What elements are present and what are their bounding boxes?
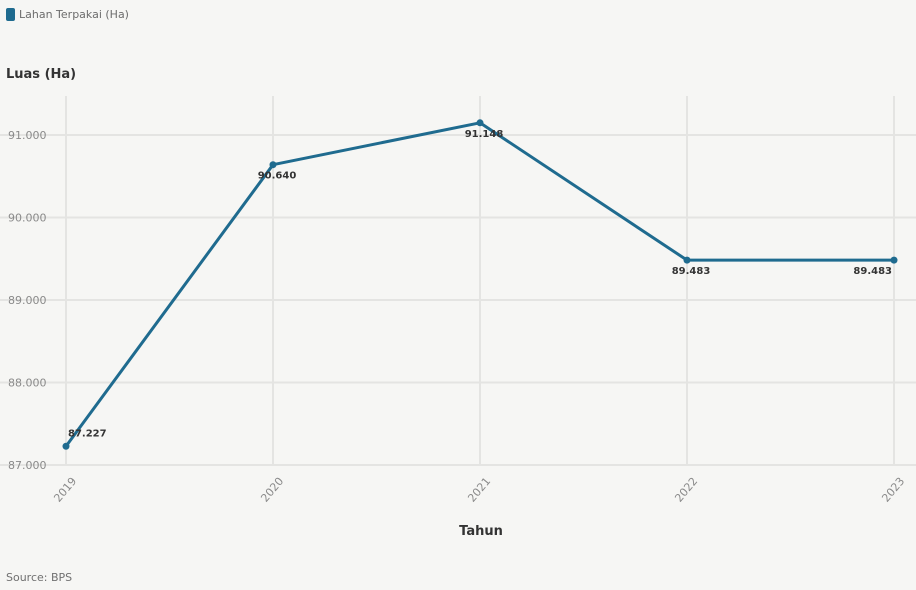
legend-label: Lahan Terpakai (Ha) (19, 8, 129, 21)
data-label: 87.227 (68, 428, 107, 439)
data-label: 90.640 (258, 171, 297, 182)
y-tick-label: 89.000 (8, 294, 47, 307)
data-label: 89.483 (853, 266, 892, 277)
x-tick-label: 2023 (879, 475, 907, 505)
y-tick-label: 87.000 (8, 459, 47, 472)
data-point[interactable] (62, 442, 70, 450)
data-point[interactable] (476, 119, 484, 127)
data-point[interactable] (683, 256, 691, 264)
y-tick-label: 91.000 (8, 129, 47, 142)
axes: Luas (Ha) Tahun 87.000 88.000 89.000 90.000… (6, 67, 907, 539)
series-layer: 87.227 90.640 91.148 89.483 89.483 (62, 119, 898, 450)
x-tick-label: 2022 (672, 475, 700, 505)
data-point[interactable] (890, 256, 898, 264)
data-label: 91.148 (465, 129, 504, 140)
y-axis-title: Luas (Ha) (6, 67, 76, 82)
x-tick-label: 2021 (465, 475, 493, 505)
y-tick-label: 88.000 (8, 377, 47, 390)
x-tick-label: 2019 (51, 475, 79, 505)
x-axis-title: Tahun (459, 524, 503, 539)
data-point[interactable] (269, 161, 277, 169)
x-tick-label: 2020 (258, 475, 286, 505)
legend[interactable]: Lahan Terpakai (Ha) (6, 8, 129, 21)
data-label: 89.483 (672, 266, 711, 277)
legend-swatch (6, 8, 15, 21)
gridlines (0, 96, 916, 466)
source-note: Source: BPS (6, 571, 73, 584)
y-tick-label: 90.000 (8, 212, 47, 225)
